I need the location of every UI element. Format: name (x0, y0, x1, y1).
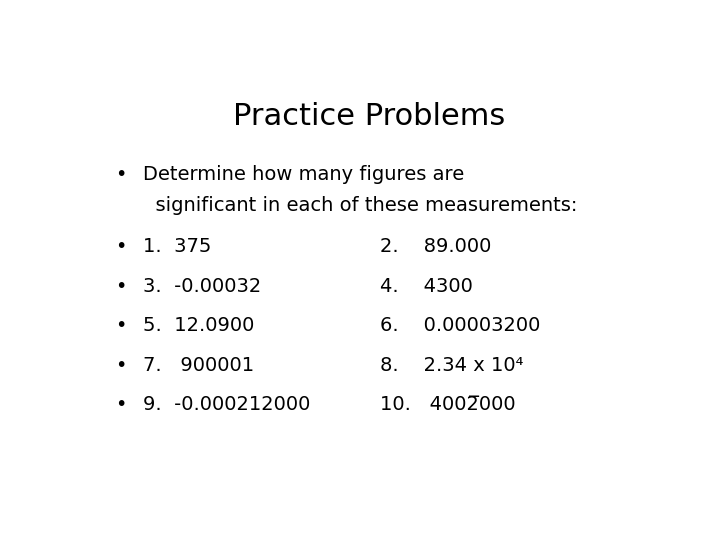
Text: 10.   4002̅000: 10. 4002̅000 (380, 395, 516, 414)
Text: •: • (115, 238, 127, 256)
Text: 8.    2.34 x 10⁴: 8. 2.34 x 10⁴ (380, 356, 523, 375)
Text: 5.  12.0900: 5. 12.0900 (143, 316, 254, 335)
Text: Practice Problems: Practice Problems (233, 102, 505, 131)
Text: 4.    4300: 4. 4300 (380, 277, 473, 296)
Text: Determine how many figures are: Determine how many figures are (143, 165, 464, 184)
Text: 1.  375: 1. 375 (143, 238, 212, 256)
Text: 3.  -0.00032: 3. -0.00032 (143, 277, 261, 296)
Text: 6.    0.00003200: 6. 0.00003200 (380, 316, 541, 335)
Text: •: • (115, 316, 127, 335)
Text: significant in each of these measurements:: significant in each of these measurement… (143, 196, 577, 215)
Text: 2.    89.000: 2. 89.000 (380, 238, 492, 256)
Text: 9.  -0.000212000: 9. -0.000212000 (143, 395, 310, 414)
Text: •: • (115, 277, 127, 296)
Text: 7.   900001: 7. 900001 (143, 356, 254, 375)
Text: •: • (115, 165, 127, 184)
Text: •: • (115, 395, 127, 414)
Text: •: • (115, 356, 127, 375)
